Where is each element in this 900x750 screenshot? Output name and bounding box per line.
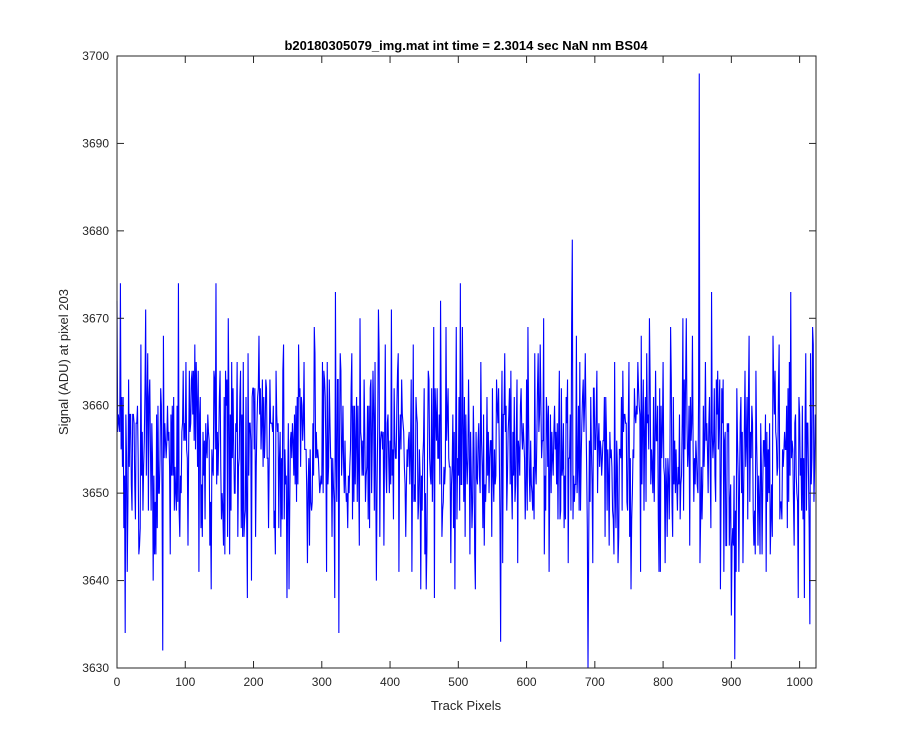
y-tick-label: 3640 xyxy=(82,574,109,588)
y-tick-label: 3700 xyxy=(82,49,109,63)
x-tick-label: 100 xyxy=(175,675,195,689)
y-tick-label: 3660 xyxy=(82,399,109,413)
chart-title: b20180305079_img.mat int time = 2.3014 s… xyxy=(284,38,648,53)
y-tick-label: 3650 xyxy=(82,486,109,500)
axes-box xyxy=(116,55,817,669)
y-axis: 3630 3640 3650 3660 3670 3680 3690 3700 xyxy=(82,49,816,675)
x-tick-label: 300 xyxy=(312,675,332,689)
x-tick-label: 1000 xyxy=(786,675,813,689)
y-tick-label: 3670 xyxy=(82,311,109,325)
y-tick-label: 3680 xyxy=(82,224,109,238)
x-tick-label: 900 xyxy=(721,675,741,689)
x-tick-label: 700 xyxy=(585,675,605,689)
x-tick-label: 0 xyxy=(114,675,121,689)
x-axis: 0 100 200 300 400 500 600 700 800 900 1000 xyxy=(114,56,813,689)
y-tick-label: 3690 xyxy=(82,136,109,150)
x-tick-label: 200 xyxy=(244,675,264,689)
series-line-layer xyxy=(116,73,816,669)
x-tick-label: 600 xyxy=(517,675,537,689)
signal-series-line xyxy=(116,73,816,669)
x-axis-label: Track Pixels xyxy=(431,698,502,713)
x-tick-label: 500 xyxy=(448,675,468,689)
x-tick-label: 400 xyxy=(380,675,400,689)
y-axis-label: Signal (ADU) at pixel 203 xyxy=(56,289,71,435)
x-tick-label: 800 xyxy=(653,675,673,689)
y-tick-label: 3630 xyxy=(82,661,109,675)
